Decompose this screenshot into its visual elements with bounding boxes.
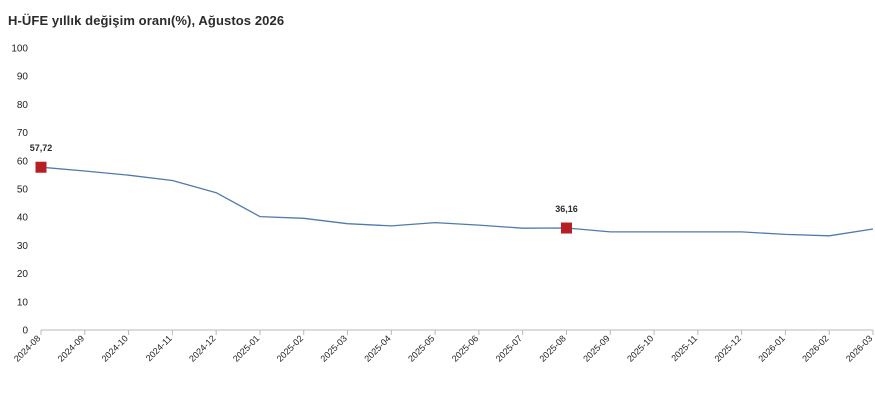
y-tick-label: 30 [17, 241, 29, 252]
y-tick-label: 20 [17, 269, 29, 280]
y-axis-ticks: 0 10 20 30 40 50 60 70 80 90 100 [11, 44, 28, 337]
x-tick-label: 2024-09 [56, 333, 86, 363]
x-tick-label: 2025-03 [319, 333, 349, 363]
x-tick-label: 2025-10 [625, 333, 655, 363]
x-tick-label: 2025-05 [406, 333, 436, 363]
x-tick-label: 2025-07 [494, 333, 524, 363]
y-tick-label: 90 [17, 72, 29, 83]
y-tick-label: 60 [17, 156, 29, 167]
x-tick-label: 2025-11 [669, 333, 699, 363]
y-tick-label: 70 [17, 128, 29, 139]
y-tick-label: 40 [17, 213, 29, 224]
x-tick-label: 2024-08 [12, 333, 42, 363]
highlight-markers: 57,72 36,16 [30, 143, 578, 234]
x-tick-label: 2024-10 [100, 333, 130, 363]
highlight-marker [560, 222, 572, 234]
x-tick-label: 2025-04 [362, 333, 392, 363]
y-tick-label: 10 [17, 297, 29, 308]
x-tick-label: 2025-09 [581, 333, 611, 363]
x-axis-ticks: 2024-08 2024-09 2024-10 2024-11 2024-12 2025-… [12, 330, 874, 364]
series-line [40, 166, 874, 237]
chart-title: H-ÜFE yıllık değişim oranı(%), Ağustos 2… [8, 13, 285, 28]
data-label: 36,16 [555, 204, 578, 214]
x-tick-label: 2026-03 [844, 333, 874, 363]
x-tick-label: 2025-01 [231, 333, 261, 363]
x-tick-label: 2024-11 [144, 333, 174, 363]
y-tick-label: 0 [22, 326, 28, 337]
y-tick-label: 80 [17, 100, 29, 111]
x-tick-label: 2025-12 [713, 333, 743, 363]
y-tick-label: 100 [11, 44, 28, 55]
highlight-marker [35, 161, 47, 173]
y-tick-label: 50 [17, 185, 29, 196]
x-tick-label: 2026-02 [800, 333, 830, 363]
x-tick-label: 2024-12 [187, 333, 217, 363]
x-tick-label: 2026-01 [756, 333, 786, 363]
x-tick-label: 2025-06 [450, 333, 480, 363]
x-tick-label: 2025-08 [537, 333, 567, 363]
data-label: 57,72 [30, 143, 53, 153]
x-tick-label: 2025-02 [275, 333, 305, 363]
